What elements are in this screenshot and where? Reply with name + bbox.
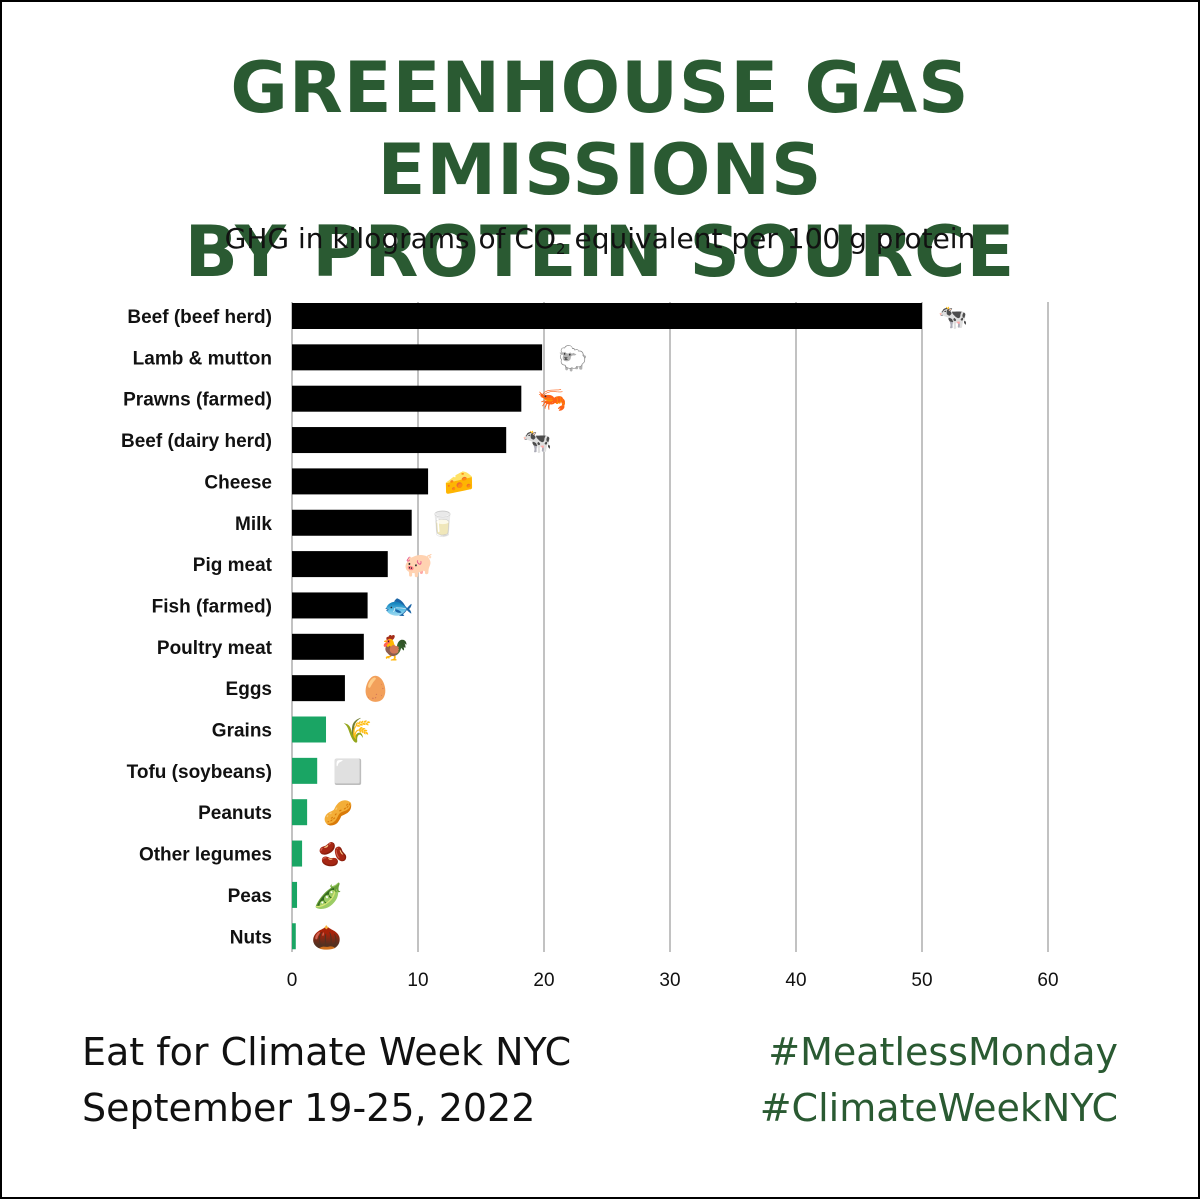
- icons-layer: 🐄 🐑 🦐 🐄 🧀 🥛 🐖 🐟 🐓 🥚 🌾 ⬜ 🥜 🫘 🫛 🌰: [312, 303, 968, 951]
- bar-chart: Beef (beef herd) Lamb & mutton Prawns (far…: [121, 302, 1059, 991]
- tick-label-60: 60: [1037, 970, 1058, 991]
- category-label-6: Pig meat: [193, 555, 273, 576]
- tick-label-40: 40: [785, 970, 806, 991]
- bar-15: [292, 923, 296, 950]
- category-label-0: Beef (beef herd): [127, 307, 272, 328]
- tick-label-30: 30: [659, 970, 680, 991]
- egg-icon: 🥚: [361, 675, 391, 703]
- category-label-14: Peas: [228, 886, 272, 907]
- bar-9: [292, 675, 345, 702]
- subtitle-subscript: 2: [556, 240, 566, 258]
- cheese-icon: 🧀: [444, 468, 474, 496]
- dairy-cow-icon: 🐄: [522, 427, 552, 455]
- hashtags: #MeatlessMonday #ClimateWeekNYC: [760, 1024, 1118, 1136]
- bars-layer: [292, 303, 922, 950]
- pig-icon: 🐖: [404, 551, 434, 579]
- tick-label-50: 50: [911, 970, 932, 991]
- tick-label-0: 0: [287, 970, 298, 991]
- bar-10: [292, 716, 327, 743]
- category-label-3: Beef (dairy herd): [121, 431, 272, 452]
- subtitle-text-pre: GHG in kilograms of CO: [224, 222, 557, 255]
- tick-label-20: 20: [533, 970, 554, 991]
- bar-12: [292, 799, 308, 826]
- bar-5: [292, 509, 412, 536]
- event-info: Eat for Climate Week NYC September 19-25…: [82, 1024, 571, 1136]
- category-label-8: Poultry meat: [157, 638, 273, 659]
- category-label-4: Cheese: [204, 472, 272, 493]
- bar-8: [292, 633, 364, 660]
- bar-4: [292, 468, 429, 495]
- chestnut-icon: 🌰: [312, 923, 342, 951]
- chicken-icon: 🐓: [380, 634, 410, 662]
- category-label-2: Prawns (farmed): [123, 390, 272, 411]
- bean-icon: 🫘: [318, 840, 348, 869]
- bar-1: [292, 344, 543, 371]
- hashtag-meatless-monday: #MeatlessMonday: [768, 1030, 1118, 1074]
- chart-title: GREENHOUSE GAS EMISSIONS BY PROTEIN SOUR…: [2, 47, 1198, 293]
- category-label-15: Nuts: [230, 927, 272, 948]
- category-label-9: Eggs: [226, 679, 272, 700]
- category-label-10: Grains: [212, 721, 272, 742]
- peanut-icon: 🥜: [323, 797, 353, 827]
- rice-icon: 🌾: [342, 717, 372, 745]
- x-axis-ticks: 0 10 20 30 40 50 60: [287, 970, 1059, 991]
- bar-11: [292, 757, 318, 784]
- category-label-7: Fish (farmed): [152, 596, 272, 617]
- bar-7: [292, 592, 368, 619]
- category-label-12: Peanuts: [198, 803, 272, 824]
- tofu-icon: ⬜: [333, 758, 363, 786]
- bar-13: [292, 840, 303, 867]
- bar-0: [292, 303, 922, 329]
- bar-3: [292, 427, 507, 454]
- bar-6: [292, 551, 388, 578]
- hashtag-climate-week-nyc: #ClimateWeekNYC: [759, 1086, 1118, 1130]
- shrimp-icon: 🦐: [537, 386, 567, 414]
- event-dates: September 19-25, 2022: [82, 1086, 536, 1130]
- milk-glass-icon: 🥛: [428, 510, 458, 538]
- sheep-icon: 🐑: [558, 343, 588, 372]
- title-line-2: BY PROTEIN SOURCE: [184, 211, 1016, 293]
- tick-label-10: 10: [407, 970, 428, 991]
- category-label-13: Other legumes: [139, 845, 272, 866]
- category-labels: Beef (beef herd) Lamb & mutton Prawns (far…: [121, 307, 273, 948]
- chart-subtitle: GHG in kilograms of CO2 equivalent per 1…: [2, 222, 1198, 258]
- bar-14: [292, 881, 298, 908]
- subtitle-text-post: equivalent per 100 g protein: [565, 222, 976, 255]
- bar-2: [292, 385, 522, 412]
- cow-icon: 🐄: [938, 303, 968, 331]
- pea-pod-icon: 🫛: [313, 882, 343, 910]
- category-label-1: Lamb & mutton: [133, 348, 272, 369]
- event-name: Eat for Climate Week NYC: [82, 1030, 572, 1074]
- fish-icon: 🐟: [384, 592, 414, 620]
- category-label-5: Milk: [235, 514, 272, 535]
- category-label-11: Tofu (soybeans): [127, 762, 272, 783]
- title-line-1: GREENHOUSE GAS EMISSIONS: [230, 47, 970, 211]
